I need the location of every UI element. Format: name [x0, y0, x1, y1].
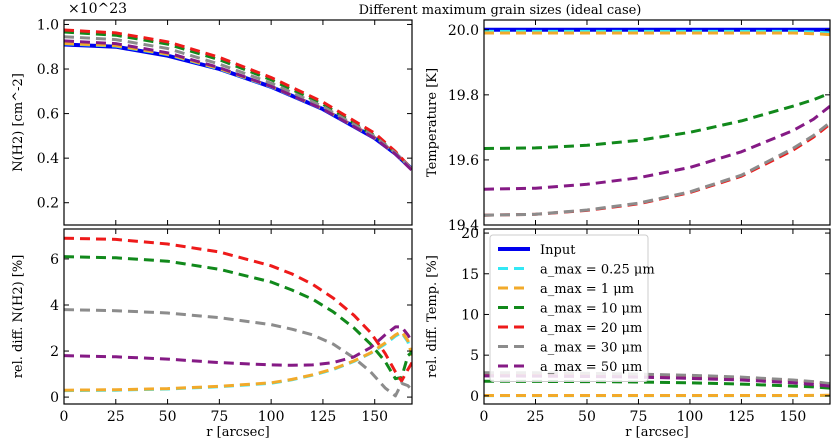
series-line-a20: [64, 28, 412, 171]
series-group: [64, 28, 412, 172]
y-scale-note: ×10^23: [68, 1, 127, 17]
series-line-a10: [64, 255, 412, 381]
panel-temp: 19.4 19.6 19.8 20.0 Temperature [K]: [425, 19, 831, 234]
x-axis-label: r [arcsec]: [625, 425, 688, 440]
series-group: [64, 236, 412, 398]
y-axis-label: N(H2) [cm^-2]: [11, 73, 26, 172]
x-tick-label: 150: [361, 409, 388, 425]
y-tick-label: 2: [50, 344, 59, 360]
series-line-a1: [64, 41, 412, 171]
x-tick-label: 0: [480, 409, 489, 425]
legend-label: a_max = 20 μm: [540, 321, 642, 336]
x-tick-label: 125: [310, 409, 337, 425]
series-line-a10: [484, 91, 830, 150]
series-line-a1: [64, 330, 412, 392]
y-tick-label: 20.0: [448, 23, 479, 39]
panel-reldiff_nh2: 0 25 50 75 100 125 150 0 2 4 6 rel. diff. N(H2) [%]…: [11, 228, 413, 440]
series-line-a20: [64, 236, 412, 383]
y-tick-label: 5: [470, 348, 479, 364]
series-line-a30: [64, 308, 412, 398]
y-tick-label: 19.6: [448, 153, 479, 169]
axes-frame: [63, 228, 413, 405]
x-tick-label: 75: [210, 409, 228, 425]
y-tick-label: 0.8: [37, 62, 59, 78]
x-tick-label: 50: [578, 409, 596, 425]
legend: Input a_max = 0.25 μm a_max = 1 μm a_max = …: [489, 234, 655, 382]
y-tick-label: 15: [461, 267, 479, 283]
x-tick-label: 0: [60, 409, 69, 425]
x-tick-label: 25: [107, 409, 125, 425]
figure-title: Different maximum grain sizes (ideal cas…: [359, 3, 642, 18]
axes-frame: [483, 19, 831, 226]
y-axis-label: rel. diff. Temp. [%]: [425, 255, 440, 378]
y-axis-label: Temperature [K]: [425, 68, 440, 177]
legend-label: Input: [540, 243, 576, 258]
series-line-a10: [64, 30, 412, 171]
y-tick-label: 0: [470, 389, 479, 405]
axes-frame: [63, 19, 413, 226]
series-line-a025: [64, 42, 412, 171]
series-line-a50: [484, 105, 830, 191]
y-tick-label: 0.4: [37, 151, 59, 167]
y-axis-label: rel. diff. N(H2) [%]: [11, 255, 26, 379]
y-tick-label: 0: [50, 390, 59, 406]
series-line-a30: [64, 35, 412, 171]
y-tick-label: 19.4: [448, 218, 479, 234]
x-tick-label: 50: [159, 409, 177, 425]
x-tick-label: 150: [780, 409, 807, 425]
y-tick-label: 10: [461, 307, 479, 323]
y-tick-label: 0.2: [37, 196, 59, 212]
series-line-a50: [64, 39, 412, 172]
series-line-a30: [484, 121, 830, 217]
y-tick-label: 0.6: [37, 107, 59, 123]
x-tick-label: 125: [728, 409, 755, 425]
legend-label: a_max = 50 μm: [540, 360, 642, 375]
x-tick-label: 75: [630, 409, 648, 425]
legend-box: [489, 234, 649, 382]
x-axis-label: r [arcsec]: [206, 425, 269, 440]
y-tick-label: 20: [461, 226, 479, 242]
legend-label: a_max = 0.25 μm: [540, 263, 655, 278]
y-tick-label: 1.0: [37, 17, 59, 33]
axes-frame: [483, 228, 831, 405]
legend-label: a_max = 10 μm: [540, 302, 642, 317]
legend-label: a_max = 30 μm: [540, 341, 642, 356]
legend-label: a_max = 1 μm: [540, 282, 634, 297]
x-tick-label: 100: [677, 409, 704, 425]
x-tick-label: 100: [258, 409, 285, 425]
series-line-a1: [484, 31, 830, 37]
panels: 0.20.40.60.81.0N(H2) [cm^-2]×10^2319.419…: [11, 1, 831, 440]
y-tick-label: 4: [50, 298, 59, 314]
series-group: [484, 27, 830, 217]
x-tick-label: 25: [527, 409, 545, 425]
panel-nh2: 0.2 0.4 0.6 0.8 1.0 N(H2) [cm^-2] ×10^23: [11, 1, 413, 226]
y-tick-label: 6: [50, 252, 59, 268]
series-line-a025: [484, 29, 830, 35]
series-line-a20: [484, 122, 830, 217]
series-line-a50: [64, 325, 412, 367]
y-tick-label: 19.8: [448, 88, 479, 104]
